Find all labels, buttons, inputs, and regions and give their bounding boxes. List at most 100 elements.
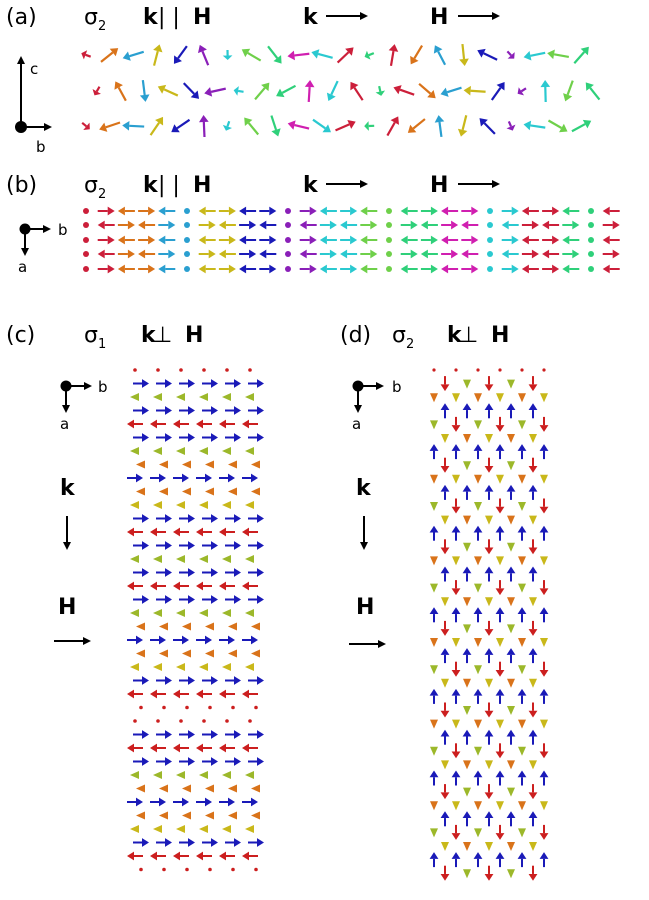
spin-arrow: [521, 235, 539, 245]
spin-arrow: [479, 118, 496, 135]
spin-arrow: [158, 264, 176, 274]
spin-arrow: [156, 676, 172, 685]
spin-arrow: [202, 568, 218, 577]
spin-cone: [463, 842, 471, 851]
panel-a-header: (a) σ 2 k | | H k H: [6, 5, 500, 34]
spin-cone: [507, 379, 515, 389]
spin-cone: [228, 649, 237, 658]
spin-cone: [245, 555, 254, 563]
spin-arrow: [197, 44, 210, 66]
spin-cone: [441, 678, 449, 688]
spin-dot: [208, 705, 212, 710]
spin-arrow: [150, 689, 166, 699]
spin-dot: [254, 705, 258, 710]
spin-dot: [162, 705, 166, 710]
spin-cone: [485, 434, 493, 443]
spin-arrow: [602, 249, 620, 259]
spin-arrow: [117, 206, 135, 216]
spin-arrow: [562, 220, 580, 230]
spin-arrow: [127, 581, 143, 591]
spin-cone: [529, 515, 537, 525]
spin-arrow: [547, 49, 570, 60]
spin-cone: [496, 801, 504, 811]
panel-a-h-dir-label: H: [430, 5, 448, 30]
spin-cone: [540, 474, 548, 484]
spin-cone: [452, 556, 460, 566]
panel-d-spin-lattice: [429, 368, 549, 881]
spin-arrow: [473, 852, 483, 868]
spin-arrow: [340, 249, 358, 259]
panel-a-axes: c b: [15, 56, 52, 156]
spin-arrow: [461, 206, 479, 216]
spin-arrow: [506, 729, 516, 745]
spin-arrow: [117, 220, 135, 230]
spin-arrow: [122, 50, 145, 61]
spin-cone: [199, 609, 208, 617]
spin-arrow: [127, 527, 143, 537]
spin-arrow: [528, 403, 538, 419]
spin-arrow: [158, 235, 176, 245]
spin-arrow: [542, 220, 560, 230]
spin-cone: [205, 460, 214, 469]
spin-arrow: [248, 541, 264, 550]
spin-arrow: [196, 797, 212, 807]
spin-arrow: [459, 43, 469, 66]
spin-dot: [162, 867, 166, 872]
spin-arrow: [375, 85, 386, 96]
panel-d-k-side: k: [356, 476, 372, 501]
spin-arrow: [340, 235, 358, 245]
spin-dot: [184, 208, 190, 214]
spin-arrow: [484, 729, 494, 745]
spin-arrow: [202, 406, 218, 415]
spin-cone: [153, 447, 162, 455]
spin-arrow: [407, 118, 426, 133]
spin-arrow: [127, 797, 143, 807]
panel-a-parallel: | |: [158, 5, 180, 30]
spin-arrow: [340, 264, 358, 274]
spin-arrow: [495, 580, 505, 596]
spin-arrow: [202, 595, 218, 604]
spin-cone: [130, 555, 139, 563]
spin-cone: [507, 842, 515, 851]
spin-arrow: [179, 676, 195, 685]
spin-arrow: [196, 743, 212, 753]
panel-c-side: k H: [54, 476, 91, 645]
spin-arrow: [602, 235, 620, 245]
spin-cone: [159, 622, 168, 631]
spin-arrow: [451, 852, 461, 868]
spin-cone: [245, 393, 254, 401]
spin-arrow: [179, 514, 195, 523]
spin-arrow: [150, 581, 166, 591]
spin-cone: [130, 609, 139, 617]
panel-b-axis-a: a: [18, 258, 27, 276]
spin-arrow: [299, 249, 317, 259]
spin-cone: [153, 555, 162, 563]
spin-arrow: [122, 120, 145, 131]
spin-arrow: [441, 249, 459, 259]
spin-cone: [430, 638, 438, 647]
spin-arrow: [219, 851, 235, 861]
spin-arrow: [225, 379, 241, 388]
spin-dot: [184, 251, 190, 257]
spin-arrow: [242, 797, 258, 807]
spin-arrow: [149, 116, 164, 136]
spin-arrow: [242, 473, 258, 483]
spin-cone: [228, 487, 237, 496]
panel-c-axes: b a: [60, 378, 108, 433]
spin-arrow: [158, 206, 176, 216]
spin-arrow: [462, 484, 472, 500]
spin-arrow: [420, 235, 438, 245]
panel-c-h-side: H: [58, 595, 76, 620]
spin-arrow: [242, 419, 258, 429]
spin-cone: [452, 393, 460, 403]
spin-arrow: [602, 220, 620, 230]
spin-arrow: [225, 406, 241, 415]
spin-arrow: [198, 235, 216, 245]
spin-arrow: [451, 688, 461, 704]
panel-d-k: k: [447, 323, 463, 348]
spin-dot: [231, 867, 235, 872]
spin-dot: [133, 719, 137, 723]
spin-dot: [476, 368, 480, 372]
spin-arrow: [133, 541, 149, 550]
spin-arrow: [539, 444, 549, 460]
